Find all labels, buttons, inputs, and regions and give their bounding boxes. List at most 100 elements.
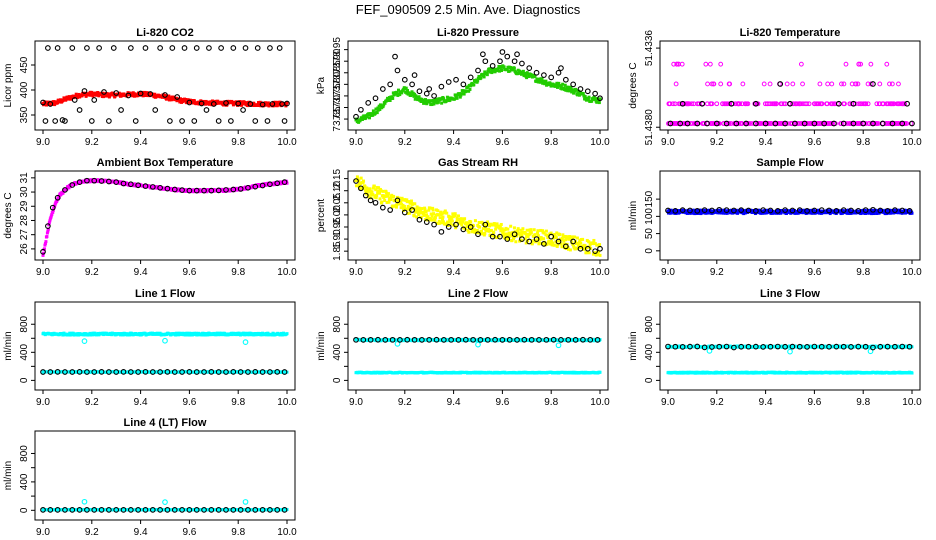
data-layer [665, 343, 914, 375]
data-point [171, 186, 178, 193]
data-point [784, 81, 790, 87]
data-point [411, 72, 418, 78]
data-point [386, 192, 390, 196]
data-point [685, 211, 689, 215]
data-point [215, 118, 222, 124]
data-point [506, 227, 510, 231]
data-point [686, 101, 692, 107]
data-point [402, 206, 406, 210]
data-point [424, 218, 428, 222]
data-point [389, 198, 393, 202]
data-point [798, 61, 804, 67]
data-point [526, 235, 530, 239]
data-point [544, 229, 548, 233]
data-point [704, 120, 710, 127]
data-point [468, 87, 472, 91]
data-point [362, 114, 366, 118]
data-point [556, 85, 560, 89]
data-point [365, 115, 369, 119]
data-point [709, 81, 715, 87]
data-point [274, 369, 281, 375]
data-point [833, 207, 840, 214]
data-point [692, 208, 696, 212]
data-point [490, 69, 494, 73]
data-point [91, 94, 95, 98]
data-point [497, 233, 503, 240]
data-point [264, 118, 271, 124]
y-tick-label: 0 [332, 377, 343, 383]
data-point [240, 107, 246, 113]
data-point [800, 81, 805, 87]
panel-title: Line 1 Flow [135, 288, 195, 300]
data-point [512, 226, 516, 230]
series-fine [666, 61, 914, 126]
data-point [865, 81, 871, 87]
data-point [259, 369, 266, 375]
data-point [720, 208, 724, 212]
data-point [509, 231, 513, 235]
data-point [595, 243, 599, 247]
data-point [432, 212, 436, 216]
data-point [47, 221, 51, 225]
y-tick-label: 73.90 [332, 48, 343, 73]
data-point [819, 121, 825, 126]
data-point [58, 98, 62, 102]
data-point [91, 97, 98, 103]
data-point [143, 90, 147, 94]
data-point [842, 101, 847, 107]
data-point [433, 336, 440, 343]
figure-title: FEF_090509 2.5 Min. Ave. Diagnostics [356, 2, 581, 17]
data-point [558, 337, 564, 343]
x-tick-label: 9.4 [134, 137, 148, 148]
data-point [367, 336, 374, 343]
data-point [850, 100, 857, 107]
data-point [746, 121, 752, 126]
data-point [560, 236, 564, 240]
data-point [896, 101, 902, 107]
data-point [475, 228, 479, 232]
data-point [69, 45, 76, 51]
data-point [718, 81, 724, 87]
data-point [362, 179, 366, 183]
data-point [467, 230, 471, 234]
data-point [135, 369, 142, 375]
data-point [742, 101, 748, 107]
data-point [857, 121, 863, 126]
data-point [418, 209, 422, 213]
data-point [385, 98, 389, 102]
y-tick-label: 51.4380 [644, 109, 655, 146]
data-point [694, 120, 701, 127]
data-point [504, 232, 508, 236]
data-point [479, 76, 483, 80]
data-point [486, 69, 490, 73]
plot-frame [34, 170, 296, 261]
data-point [149, 184, 156, 190]
data-point [535, 238, 539, 242]
data-point [363, 184, 367, 188]
x-tick-label: 9.0 [349, 267, 363, 278]
data-point [543, 240, 547, 244]
data-point [779, 211, 783, 215]
x-tick-label: 9.2 [85, 267, 99, 278]
data-point [514, 240, 518, 244]
data-point [572, 91, 576, 95]
x-tick-label: 10.0 [277, 137, 297, 148]
data-point [140, 90, 144, 94]
series-2-5-min-average [667, 81, 915, 127]
data-point [455, 216, 459, 220]
data-point [157, 369, 163, 375]
data-point [676, 101, 682, 107]
data-point [230, 186, 237, 193]
data-point [125, 94, 129, 98]
data-point [438, 83, 445, 90]
data-point [460, 223, 464, 227]
data-point [434, 99, 438, 103]
data-point [575, 236, 579, 240]
data-point [521, 71, 525, 75]
data-point [391, 96, 395, 100]
data-point [537, 77, 541, 81]
data-point [555, 231, 559, 235]
data-point [188, 100, 192, 104]
data-point [362, 192, 369, 199]
data-point [394, 67, 401, 74]
